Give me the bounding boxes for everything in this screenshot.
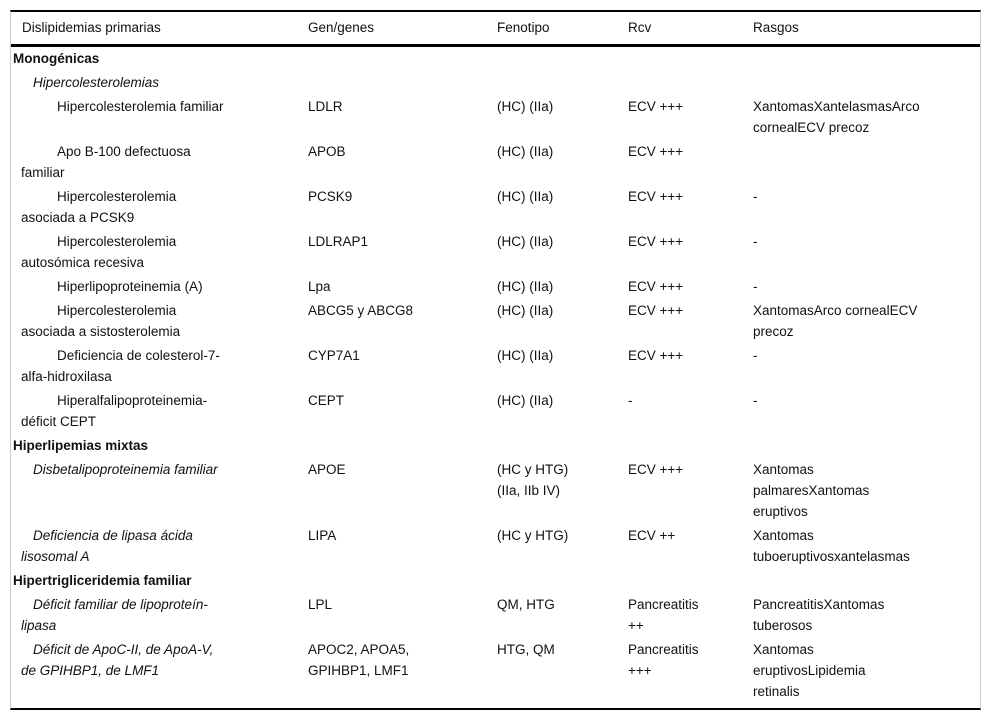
cell-rasgos: Xantomas tuboeruptivosxantelasmas (753, 528, 910, 564)
cell-dislipidemia: Hiperalfalipoproteinemia- déficit CEPT (21, 393, 208, 429)
cell-dislipidemia: Hipercolesterolemia autosómica recesiva (21, 234, 177, 270)
table-body: Monogénicas Hipercolesterolemias Hiperco… (11, 47, 980, 708)
cell-rcv: - (628, 393, 633, 408)
table-row: Hiperlipemias mixtas (11, 434, 980, 458)
cell-rasgos: PancreatitisXantomas tuberosos (753, 597, 885, 633)
cell-rcv: ECV +++ (628, 462, 684, 477)
cell-gen: APOB (308, 144, 346, 159)
cell-dislipidemia: Hipertrigliceridemia familiar (13, 573, 192, 588)
cell-rasgos: - (753, 393, 758, 408)
column-header-dislipidemias: Dislipidemias primarias (22, 20, 161, 35)
cell-rasgos: - (753, 189, 758, 204)
cell-dislipidemia: Déficit de ApoC-II, de ApoA-V, de GPIHBP… (21, 642, 214, 678)
cell-gen: Lpa (308, 279, 331, 294)
cell-rasgos: Xantomas eruptivosLipidemia retinalis (753, 642, 866, 699)
cell-rasgos: XantomasXantelasmasArco cornealECV preco… (753, 99, 920, 135)
table-row: Hipercolesterolemias (11, 71, 980, 95)
cell-gen: ABCG5 y ABCG8 (308, 303, 414, 318)
column-header-fenotipo: Fenotipo (497, 20, 550, 35)
cell-fenotipo: (HC y HTG) (IIa, IIb IV) (497, 462, 569, 498)
column-header-rasgos: Rasgos (753, 20, 799, 35)
cell-rcv: ECV +++ (628, 348, 684, 363)
table-row: Hipertrigliceridemia familiar (11, 569, 980, 593)
table-row: Hipercolesterolemia asociada a PCSK9 PCS… (11, 185, 980, 230)
cell-rasgos: Xantomas palmaresXantomas eruptivos (753, 462, 870, 519)
cell-dislipidemia: Hiperlipoproteinemia (A) (57, 279, 203, 294)
table-row: Hiperalfalipoproteinemia- déficit CEPT C… (11, 389, 980, 434)
cell-rcv: ECV ++ (628, 528, 676, 543)
table-row: Monogénicas (11, 47, 980, 71)
cell-rasgos: XantomasArco cornealECV precoz (753, 303, 918, 339)
cell-dislipidemia: Deficiencia de lipasa ácida lisosomal A (21, 528, 193, 564)
cell-gen: APOC2, APOA5, GPIHBP1, LMF1 (308, 642, 410, 678)
cell-gen: CEPT (308, 393, 345, 408)
cell-fenotipo: (HC) (IIa) (497, 393, 554, 408)
cell-dislipidemia: Déficit familiar de lipoproteín- lipasa (21, 597, 208, 633)
cell-gen: LPL (308, 597, 333, 612)
cell-fenotipo: (HC) (IIa) (497, 234, 554, 249)
cell-dislipidemia: Hipercolesterolemia asociada a PCSK9 (21, 189, 177, 225)
table-row: Deficiencia de colesterol-7- alfa-hidrox… (11, 344, 980, 389)
cell-gen: CYP7A1 (308, 348, 360, 363)
cell-fenotipo: (HC) (IIa) (497, 99, 554, 114)
table-row: Apo B-100 defectuosa familiar APOB (HC) … (11, 140, 980, 185)
cell-fenotipo: (HC) (IIa) (497, 189, 554, 204)
cell-rcv: ECV +++ (628, 303, 684, 318)
cell-fenotipo: QM, HTG (497, 597, 555, 612)
cell-rcv: ECV +++ (628, 279, 684, 294)
cell-fenotipo: (HC) (IIa) (497, 279, 554, 294)
cell-rcv: ECV +++ (628, 99, 684, 114)
cell-rcv: Pancreatitis +++ (628, 642, 699, 678)
column-header-gen: Gen/genes (308, 20, 375, 35)
cell-fenotipo: (HC) (IIa) (497, 144, 554, 159)
cell-dislipidemia: Apo B-100 defectuosa familiar (21, 144, 191, 180)
cell-dislipidemia: Hiperlipemias mixtas (13, 438, 149, 453)
table-row: Deficiencia de lipasa ácida lisosomal A … (11, 524, 980, 569)
cell-gen: PCSK9 (308, 189, 353, 204)
cell-rasgos: - (753, 348, 758, 363)
cell-dislipidemia: Monogénicas (13, 51, 100, 66)
cell-gen: APOE (308, 462, 346, 477)
cell-dislipidemia: Hipercolesterolemias (33, 75, 160, 90)
dyslipidemia-table: Dislipidemias primarias Gen/genes Fenoti… (10, 10, 981, 710)
cell-fenotipo: (HC) (IIa) (497, 348, 554, 363)
table-row: Hipercolesterolemia familiar LDLR (HC) (… (11, 95, 980, 140)
cell-gen: LDLRAP1 (308, 234, 369, 249)
cell-fenotipo: (HC y HTG) (497, 528, 569, 543)
table-row: Hiperlipoproteinemia (A) Lpa (HC) (IIa) … (11, 275, 980, 299)
cell-rcv: ECV +++ (628, 144, 684, 159)
cell-rcv: ECV +++ (628, 234, 684, 249)
table-row: Déficit familiar de lipoproteín- lipasa … (11, 593, 980, 638)
cell-dislipidemia: Disbetalipoproteinemia familiar (33, 462, 218, 477)
cell-fenotipo: (HC) (IIa) (497, 303, 554, 318)
cell-dislipidemia: Hipercolesterolemia familiar (57, 99, 224, 114)
table-row: Hipercolesterolemia asociada a sistoster… (11, 299, 980, 344)
table-row: Hipercolesterolemia autosómica recesiva … (11, 230, 980, 275)
cell-gen: LIPA (308, 528, 337, 543)
table-row: Déficit de ApoC-II, de ApoA-V, de GPIHBP… (11, 638, 980, 704)
cell-rcv: Pancreatitis ++ (628, 597, 699, 633)
column-header-rcv: Rcv (628, 20, 652, 35)
cell-dislipidemia: Hipercolesterolemia asociada a sistoster… (21, 303, 181, 339)
cell-fenotipo: HTG, QM (497, 642, 555, 657)
cell-rasgos: - (753, 279, 758, 294)
cell-rcv: ECV +++ (628, 189, 684, 204)
table-row: Disbetalipoproteinemia familiar APOE (HC… (11, 458, 980, 524)
cell-gen: LDLR (308, 99, 343, 114)
table-header-row: Dislipidemias primarias Gen/genes Fenoti… (11, 12, 980, 47)
cell-dislipidemia: Deficiencia de colesterol-7- alfa-hidrox… (21, 348, 220, 384)
cell-rasgos: - (753, 234, 758, 249)
